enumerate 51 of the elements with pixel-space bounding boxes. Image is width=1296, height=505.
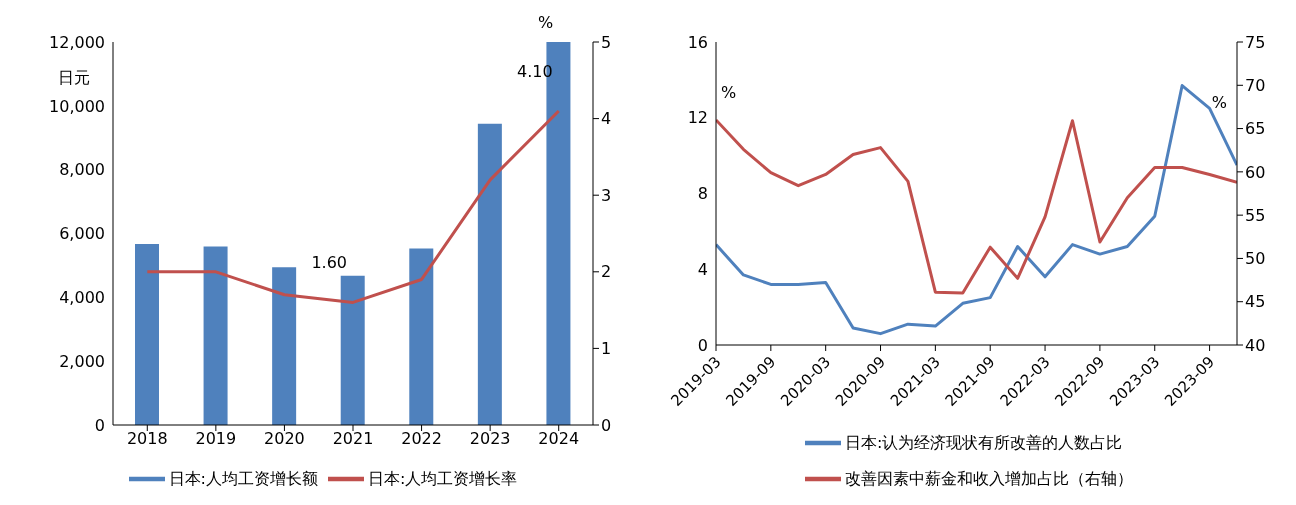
y2-tick-label: 5 xyxy=(601,32,612,52)
y-tick-label: 4,000 xyxy=(59,288,105,308)
line-series xyxy=(716,118,1237,295)
y-tick-label: 4 xyxy=(697,259,708,279)
x-tick-label: 2019 xyxy=(195,429,237,449)
y2-tick-label: 55 xyxy=(1245,205,1266,225)
bar xyxy=(203,246,228,425)
data-label: 1.60 xyxy=(311,253,347,273)
legend-label: 日本:人均工资增长额 xyxy=(168,468,318,488)
y-tick-label: 2,000 xyxy=(59,351,105,371)
x-tick-label: 2020 xyxy=(264,429,305,449)
x-tick-label: 2021 xyxy=(332,429,374,449)
y2-tick-label: 45 xyxy=(1245,292,1266,312)
y2-tick-label: 4 xyxy=(601,109,612,129)
y2-tick-label: 2 xyxy=(601,262,612,282)
y-tick-label: 16 xyxy=(687,32,708,52)
x-tick-label: 2023 xyxy=(469,429,511,449)
y2-tick-label: 1 xyxy=(601,339,612,359)
y2-tick-label: 40 xyxy=(1245,335,1266,355)
y-tick-label: 0 xyxy=(94,415,105,435)
legend-label: 日本:认为经济现状有所改善的人数占比 xyxy=(845,432,1123,452)
x-tick-label: 2024 xyxy=(538,429,580,449)
y2-tick-label: 65 xyxy=(1245,119,1266,139)
y2-tick-label: 3 xyxy=(601,185,612,205)
y-axis-title: 日元 xyxy=(58,68,90,88)
bar xyxy=(409,248,434,425)
y2-axis-title: % xyxy=(537,13,554,32)
line-series xyxy=(716,84,1237,336)
bar xyxy=(340,275,365,425)
bar xyxy=(135,244,159,425)
y2-tick-label: 75 xyxy=(1245,32,1266,52)
y2-tick-label: 0 xyxy=(601,415,612,435)
x-tick-label: 2022 xyxy=(401,429,442,449)
y2-tick-label: 50 xyxy=(1245,249,1266,269)
y2-axis-title: % xyxy=(1211,93,1227,113)
x-tick-label: 2018 xyxy=(126,429,168,449)
y-tick-label: 6,000 xyxy=(59,224,105,244)
y-tick-label: 12,000 xyxy=(49,32,105,52)
y-axis-title: % xyxy=(721,83,737,103)
y-tick-label: 0 xyxy=(697,335,708,355)
y-tick-label: 10,000 xyxy=(49,96,105,116)
y-tick-label: 12 xyxy=(687,108,708,128)
bar xyxy=(272,267,297,425)
legend-label: 日本:人均工资增长率 xyxy=(368,468,518,488)
legend-label: 改善因素中薪金和收入增加占比（右轴） xyxy=(845,468,1133,488)
y-tick-label: 8,000 xyxy=(59,160,105,180)
bar xyxy=(477,123,502,425)
y2-tick-label: 70 xyxy=(1245,75,1266,95)
y2-tick-label: 60 xyxy=(1245,162,1266,182)
y-tick-label: 8 xyxy=(697,184,708,204)
line-series xyxy=(145,109,561,304)
